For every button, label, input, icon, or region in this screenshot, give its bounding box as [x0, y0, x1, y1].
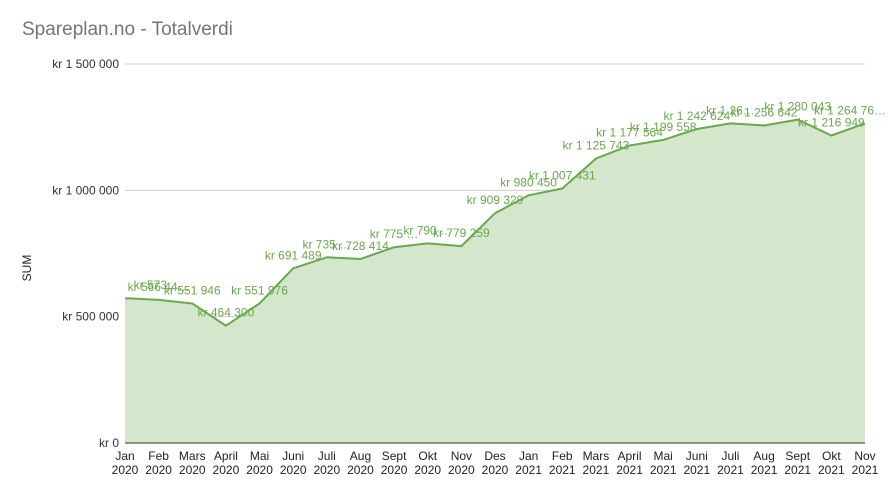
data-label: kr 980 450 [500, 175, 557, 189]
data-label: kr 1 242 624 [663, 109, 730, 123]
y-tick-label: kr 0 [99, 436, 119, 450]
series-line [124, 118, 866, 327]
data-label: kr 1 26… [706, 103, 755, 117]
x-tick-label: Juni 2020 [280, 449, 307, 477]
x-tick-label: Feb 2021 [549, 449, 576, 477]
data-label: kr 1 199 558 [630, 120, 697, 134]
x-tick-label: Mai 2021 [650, 449, 677, 477]
y-tick-label: kr 1 500 000 [52, 57, 119, 71]
data-label: kr 1 125 743 [563, 139, 630, 153]
x-tick-label: Nov 2021 [852, 449, 879, 477]
x-tick-label: Nov 2020 [448, 449, 475, 477]
x-tick-label: Juli 2021 [717, 449, 744, 477]
x-tick-label: Juni 2021 [683, 449, 710, 477]
x-tick-label: Mars 2020 [179, 449, 206, 477]
data-labels: kr 573 …kr 566 44…kr 551 946 kr 464 300 kr… [128, 100, 886, 320]
x-tick-label: Sept 2020 [381, 449, 408, 477]
data-label: kr 1 216 949 [798, 116, 865, 130]
x-tick-label: Des 2020 [482, 449, 509, 477]
data-label: kr 1 007 431 [529, 168, 596, 182]
x-tick-label: April 2021 [616, 449, 643, 477]
data-label: kr 909 329 [467, 193, 524, 207]
y-tick-labels: kr 0 kr 500 000 kr 1 000 000 kr 1 500 000 [52, 57, 119, 450]
data-label: kr 728 414 [332, 239, 389, 253]
data-label: kr 1 280 043 [764, 100, 831, 114]
data-label: kr 551 976 [231, 284, 288, 298]
x-tick-label: Feb 2020 [145, 449, 172, 477]
data-label: kr 464 300 [198, 306, 255, 320]
data-label: kr 779 259 [433, 226, 490, 240]
x-tick-label: Aug 2020 [347, 449, 374, 477]
x-tick-label: April 2020 [213, 449, 240, 477]
x-tick-label: Sept 2021 [784, 449, 811, 477]
x-tick-label: Mai 2020 [246, 449, 273, 477]
y-tick-label: kr 500 000 [62, 310, 119, 324]
data-label: kr 1 256 642 [731, 105, 798, 119]
x-tick-label: Jan 2021 [515, 449, 542, 477]
x-tick-label: Juli 2020 [313, 449, 340, 477]
y-axis-label: SUM [20, 255, 34, 282]
data-label: kr 551 946 [164, 284, 221, 298]
data-label: kr 790 … [403, 223, 452, 237]
x-tick-label: Aug 2021 [751, 449, 778, 477]
series-area [124, 118, 866, 443]
x-tick-label: Mars 2021 [583, 449, 610, 477]
x-tick-label: Jan 2020 [112, 449, 139, 477]
x-tick-label: Okt 2020 [414, 449, 441, 477]
data-label: kr 573 … [134, 278, 183, 292]
data-label: kr 775 … [370, 227, 419, 241]
data-label: kr 691 489 [265, 248, 322, 262]
data-label: kr 1 264 76… [814, 103, 886, 117]
chart-title: Spareplan.no - Totalverdi [22, 19, 233, 40]
x-tick-label: Okt 2021 [818, 449, 845, 477]
data-label: kr 1 177 564 [596, 125, 663, 139]
data-label: kr 566 44… [128, 280, 190, 294]
y-tick-label: kr 1 000 000 [52, 183, 119, 197]
area-fill [125, 119, 865, 443]
data-label: kr 735 … [302, 237, 351, 251]
